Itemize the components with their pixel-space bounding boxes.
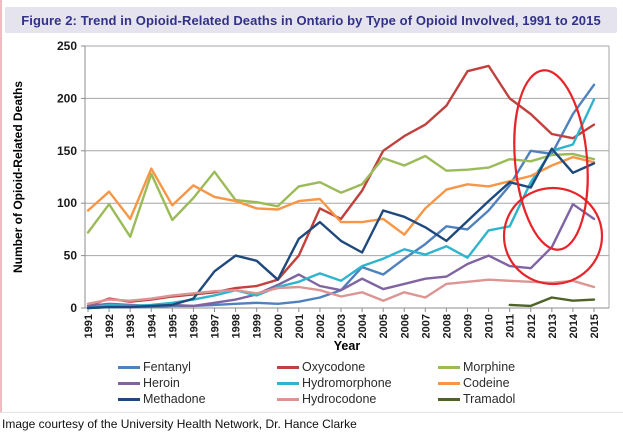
series-line-methadone (86, 147, 596, 310)
legend-item-methadone: Methadone (118, 392, 277, 406)
x-tick-label: 2012 (526, 314, 538, 338)
x-tick-label: 1997 (210, 314, 222, 338)
x-tick-label: 2013 (547, 314, 559, 338)
x-tick-label: 2010 (484, 314, 496, 338)
highlight-ellipse-upper (513, 69, 589, 251)
x-tick-label: 2008 (441, 314, 453, 338)
x-tick-label: 2003 (336, 314, 348, 338)
image-credit-caption: Image courtesy of the University Health … (2, 417, 357, 431)
legend-line-swatch (438, 381, 460, 385)
y-tick-label: 50 (64, 249, 78, 263)
y-tick-label: 250 (57, 39, 77, 53)
x-tick-label: 1996 (188, 314, 200, 338)
legend-label: Oxycodone (302, 360, 366, 374)
x-tick-label: 1991 (83, 314, 95, 338)
opioid-deaths-line-chart: 0 50 100 150 200 250 1991 1992 1993 1994 1995 1996 1… (11, 39, 610, 353)
legend-line-swatch (438, 365, 460, 369)
x-tick-label: 2000 (273, 314, 285, 338)
y-tick-label: 200 (57, 91, 77, 105)
x-tick-label: 1992 (104, 314, 116, 338)
legend-line-swatch (438, 397, 460, 401)
legend-item-morphine: Morphine (438, 360, 515, 374)
x-tick-label: 2009 (463, 314, 475, 338)
legend-item-oxycodone: Oxycodone (277, 360, 438, 374)
legend-label: Codeine (463, 376, 510, 390)
legend-item-hydromorphone: Hydromorphone (277, 376, 438, 390)
x-tick-label: 2007 (420, 314, 432, 338)
legend-item-fentanyl: Fentanyl (118, 360, 277, 374)
legend-item-hydrocodone: Hydrocodone (277, 392, 438, 406)
legend-item-heroin: Heroin (118, 376, 277, 390)
legend-label: Fentanyl (143, 360, 191, 374)
series-line-fentanyl (86, 83, 596, 310)
x-tick-label: 1998 (231, 314, 243, 338)
x-tick-label: 2001 (294, 314, 306, 338)
legend-line-swatch (118, 381, 140, 385)
legend-label: Tramadol (463, 392, 516, 406)
figure-title: Figure 2: Trend in Opioid-Related Deaths… (5, 7, 617, 33)
y-tick-label: 100 (57, 196, 77, 210)
x-tick-label: 2015 (589, 314, 601, 338)
legend-label: Morphine (463, 360, 516, 374)
series-line-morphine (86, 152, 596, 238)
legend-label: Hydromorphone (302, 376, 392, 390)
page-left-border (0, 0, 2, 413)
y-axis-title: Number of Opioid-Related Deaths (11, 81, 25, 273)
x-axis-title: Year (334, 339, 361, 353)
legend-item-tramadol: Tramadol (438, 392, 515, 406)
legend-label: Hydrocodone (302, 392, 377, 406)
legend-line-swatch (118, 397, 140, 401)
legend-label: Heroin (143, 376, 180, 390)
x-tick-label: 2011 (505, 314, 517, 338)
x-tick-label: 1999 (252, 314, 264, 338)
x-tick-label: 2004 (357, 313, 369, 338)
x-tick-label: 2005 (378, 314, 390, 338)
series-line-tramadol (508, 296, 596, 308)
legend-line-swatch (277, 397, 299, 401)
x-tick-label: 2014 (568, 313, 580, 338)
x-tick-label: 1993 (125, 314, 137, 338)
highlight-ellipse-lower (502, 186, 604, 286)
chart-legend: Fentanyl Oxycodone Morphine Heroin Hydromorp… (118, 359, 515, 407)
legend-line-swatch (277, 365, 299, 369)
x-tick-label: 2006 (399, 314, 411, 338)
x-tick-label: 2002 (315, 314, 327, 338)
legend-line-swatch (277, 381, 299, 385)
y-tick-label: 150 (57, 144, 77, 158)
footer-divider (0, 412, 623, 413)
x-tick-label: 1994 (146, 313, 158, 338)
series-line-hydromorphone (86, 98, 596, 310)
series-line-codeine (86, 155, 596, 236)
series-line-hydrocodone (86, 278, 596, 305)
legend-label: Methadone (143, 392, 206, 406)
y-tick-label: 0 (70, 301, 77, 315)
x-tick-label: 1995 (167, 314, 179, 338)
legend-item-codeine: Codeine (438, 376, 515, 390)
legend-line-swatch (118, 365, 140, 369)
